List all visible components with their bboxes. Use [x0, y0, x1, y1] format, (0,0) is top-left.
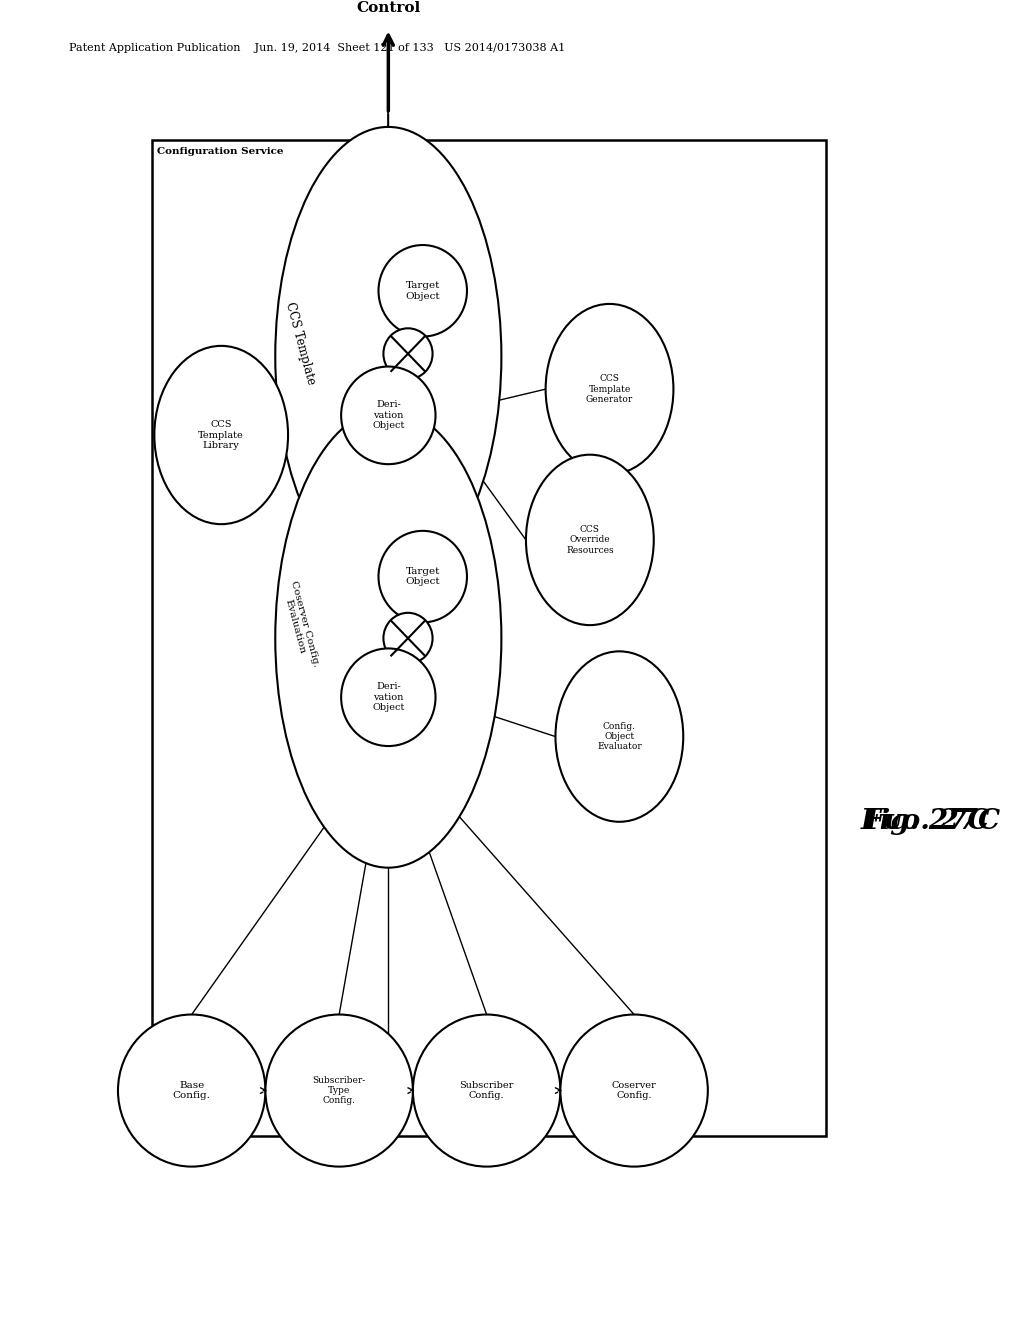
Text: Deri-
vation
Object: Deri- vation Object	[372, 400, 404, 430]
Text: Coserver
Config.: Coserver Config.	[611, 1081, 656, 1101]
Text: Coserver Config.
Evaluation: Coserver Config. Evaluation	[279, 579, 321, 671]
Ellipse shape	[275, 127, 502, 586]
Ellipse shape	[526, 454, 653, 626]
Ellipse shape	[379, 246, 467, 337]
Ellipse shape	[413, 1015, 560, 1167]
Ellipse shape	[265, 1015, 413, 1167]
Ellipse shape	[341, 648, 435, 746]
Text: Patent Application Publication    Jun. 19, 2014  Sheet 121 of 133   US 2014/0173: Patent Application Publication Jun. 19, …	[69, 44, 565, 53]
Ellipse shape	[118, 1015, 265, 1167]
Text: CCS
Template
Library: CCS Template Library	[199, 420, 244, 450]
Ellipse shape	[560, 1015, 708, 1167]
Ellipse shape	[341, 367, 435, 465]
Text: Deri-
vation
Object: Deri- vation Object	[372, 682, 404, 711]
Ellipse shape	[383, 329, 432, 379]
Text: Subscriber
Config.: Subscriber Config.	[460, 1081, 514, 1101]
Text: Subscriber-
Type
Config.: Subscriber- Type Config.	[312, 1076, 366, 1105]
Text: Fig. 27C: Fig. 27C	[860, 808, 990, 836]
Ellipse shape	[275, 409, 502, 867]
Bar	[153, 140, 825, 1137]
Text: Config.
Object
Evaluator: Config. Object Evaluator	[597, 722, 642, 751]
Text: Fᴜᴏ. 27C: Fᴜᴏ. 27C	[865, 808, 1001, 836]
Text: Configuration Service: Configuration Service	[158, 147, 284, 156]
Ellipse shape	[546, 304, 674, 474]
Ellipse shape	[155, 346, 288, 524]
Text: Base
Config.: Base Config.	[173, 1081, 211, 1101]
Text: CCS
Template
Generator: CCS Template Generator	[586, 375, 633, 404]
Text: CCS Template: CCS Template	[283, 301, 317, 385]
Text: CCS
Override
Resources: CCS Override Resources	[566, 525, 613, 554]
Ellipse shape	[379, 531, 467, 623]
Ellipse shape	[383, 612, 432, 664]
Text: Target
Object: Target Object	[406, 566, 440, 586]
Ellipse shape	[555, 651, 683, 822]
Text: Target
Object: Target Object	[406, 281, 440, 301]
Text: Control: Control	[356, 1, 421, 16]
